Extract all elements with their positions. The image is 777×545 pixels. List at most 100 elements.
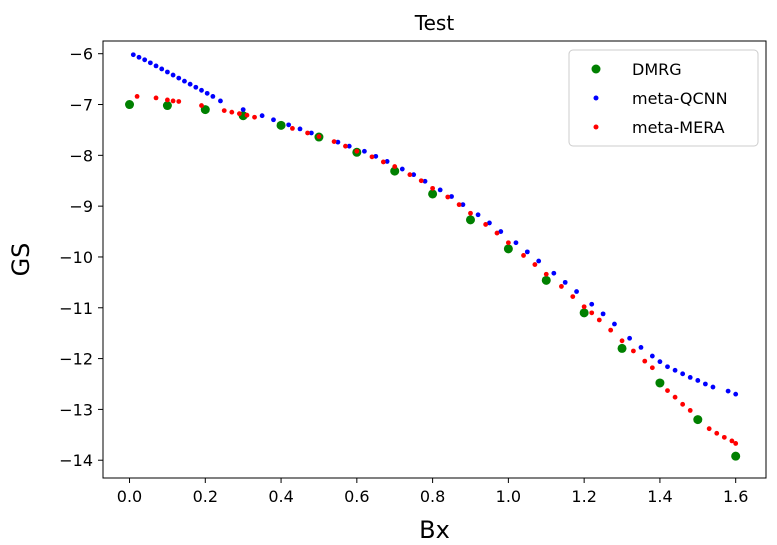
y-tick-label: −7 <box>69 96 93 115</box>
data-point-meta-qcnn <box>142 57 148 63</box>
x-axis-title: Bx <box>419 516 450 544</box>
legend-marker-meta-mera <box>593 124 599 130</box>
data-point-meta-qcnn <box>536 258 542 264</box>
data-point-meta-qcnn <box>136 54 142 60</box>
data-point-meta-mera <box>649 365 655 371</box>
data-point-meta-mera <box>418 178 424 184</box>
data-point-dmrg <box>125 100 135 110</box>
data-point-meta-mera <box>608 327 614 333</box>
data-point-meta-qcnn <box>259 113 265 119</box>
data-point-meta-qcnn <box>153 63 159 69</box>
data-point-meta-mera <box>543 271 549 277</box>
data-point-meta-qcnn <box>384 159 390 164</box>
data-point-meta-qcnn <box>672 367 678 373</box>
data-point-meta-mera <box>581 304 587 310</box>
data-point-meta-qcnn <box>199 87 204 93</box>
series-meta-mera <box>134 93 739 446</box>
legend-label-meta-qcnn: meta-QCNN <box>632 89 728 108</box>
data-point-meta-qcnn <box>665 364 670 370</box>
series-dmrg <box>125 100 741 461</box>
x-tick-label: 0.2 <box>193 487 218 506</box>
data-point-meta-qcnn <box>411 172 417 178</box>
data-point-meta-mera <box>153 95 159 101</box>
data-point-meta-mera <box>733 441 739 446</box>
data-point-meta-qcnn <box>240 107 246 112</box>
data-point-meta-mera <box>483 222 489 227</box>
data-point-meta-qcnn <box>589 301 595 307</box>
data-point-meta-qcnn <box>649 353 655 359</box>
data-point-dmrg <box>579 308 589 318</box>
data-point-meta-qcnn <box>449 194 454 199</box>
legend-box <box>568 49 759 147</box>
data-point-meta-qcnn <box>210 93 216 99</box>
data-point-meta-mera <box>430 185 436 191</box>
data-point-meta-mera <box>559 284 564 289</box>
data-point-meta-mera <box>721 434 727 440</box>
data-point-meta-mera <box>494 230 500 236</box>
data-point-dmrg <box>617 343 627 353</box>
data-point-meta-qcnn <box>308 130 314 136</box>
data-point-meta-qcnn <box>612 321 617 327</box>
data-point-dmrg <box>162 101 172 111</box>
data-point-meta-qcnn <box>725 388 731 394</box>
data-point-dmrg <box>693 415 703 425</box>
data-point-meta-qcnn <box>460 202 466 208</box>
data-point-meta-qcnn <box>562 279 568 285</box>
data-point-dmrg <box>541 275 551 285</box>
data-point-meta-mera <box>407 172 413 178</box>
legend-marker-dmrg <box>591 64 601 74</box>
data-point-meta-qcnn <box>680 371 686 377</box>
data-point-meta-mera <box>176 99 182 104</box>
data-point-meta-mera <box>392 164 398 169</box>
data-point-meta-qcnn <box>551 270 557 276</box>
data-point-meta-mera <box>305 130 310 136</box>
data-point-meta-qcnn <box>695 378 701 383</box>
data-point-meta-qcnn <box>687 374 693 380</box>
y-tick-label: −6 <box>69 45 93 64</box>
data-point-meta-qcnn <box>702 381 708 387</box>
data-point-dmrg <box>731 451 741 461</box>
data-point-meta-mera <box>229 109 235 115</box>
x-tick-label: 1.6 <box>723 487 748 506</box>
y-tick-label: −13 <box>59 400 93 419</box>
data-point-meta-qcnn <box>335 139 341 145</box>
data-point-meta-mera <box>589 310 595 316</box>
series-meta-qcnn <box>130 52 739 397</box>
data-point-meta-qcnn <box>204 90 210 96</box>
data-point-dmrg <box>503 244 513 254</box>
data-point-meta-qcnn <box>710 384 716 390</box>
legend-label-dmrg: DMRG <box>632 60 682 79</box>
data-point-meta-qcnn <box>130 52 136 58</box>
legend-entry-dmrg: DMRG <box>591 60 682 79</box>
data-point-meta-mera <box>445 194 451 200</box>
data-point-meta-qcnn <box>176 75 182 81</box>
data-point-meta-mera <box>687 408 693 413</box>
data-point-dmrg <box>465 215 475 225</box>
data-point-meta-qcnn <box>286 122 292 128</box>
x-tick-label: 0.6 <box>344 487 369 506</box>
data-point-meta-mera <box>316 134 322 139</box>
data-point-meta-mera <box>714 430 720 436</box>
data-point-meta-mera <box>170 98 176 104</box>
y-axis-title: GS <box>7 243 35 277</box>
data-point-meta-mera <box>244 112 250 118</box>
data-point-meta-qcnn <box>437 187 443 193</box>
data-point-meta-mera <box>680 401 686 407</box>
data-point-meta-qcnn <box>600 311 606 317</box>
data-point-meta-mera <box>134 93 140 99</box>
y-tick-label: −11 <box>59 299 93 318</box>
data-point-meta-qcnn <box>513 240 519 246</box>
y-tick-label: −10 <box>59 248 93 267</box>
data-point-meta-mera <box>331 139 337 145</box>
legend-entry-meta-mera: meta-MERA <box>593 118 725 137</box>
data-point-meta-qcnn <box>165 69 170 75</box>
x-tick-label: 1.4 <box>647 487 672 506</box>
data-point-meta-mera <box>532 262 538 267</box>
plot-area <box>125 52 741 461</box>
data-point-meta-mera <box>665 388 670 393</box>
data-point-meta-qcnn <box>627 335 633 341</box>
data-point-meta-qcnn <box>733 391 739 397</box>
data-point-meta-mera <box>642 358 648 364</box>
data-point-meta-qcnn <box>159 66 165 72</box>
